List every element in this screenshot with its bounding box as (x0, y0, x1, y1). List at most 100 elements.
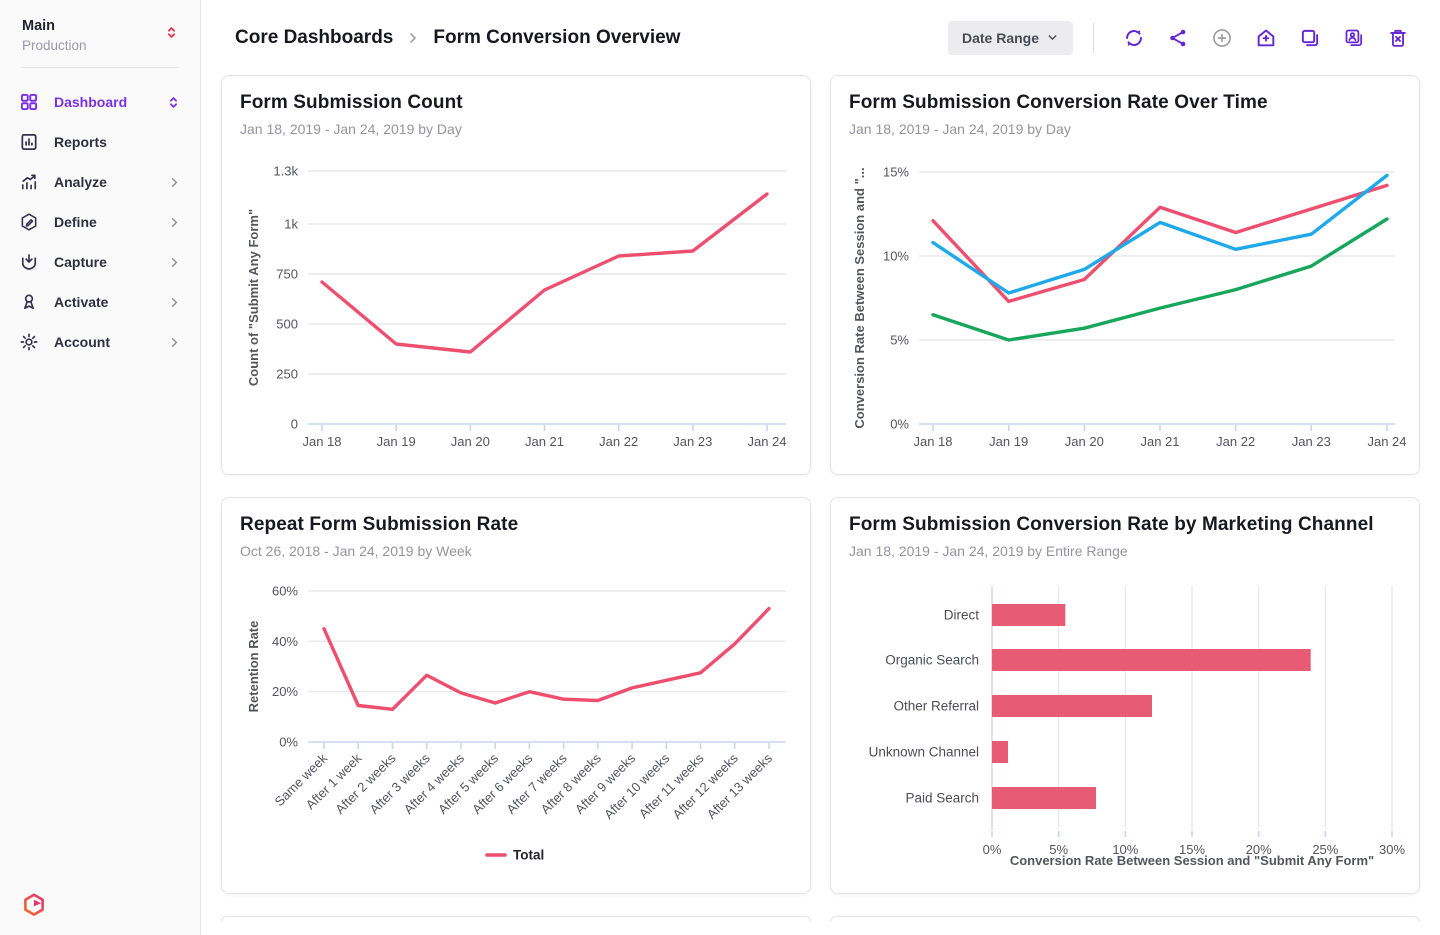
sidebar-nav: Dashboard Reports Analyze Define Capture… (0, 82, 200, 362)
svg-text:After 2 weeks: After 2 weeks (332, 750, 399, 817)
svg-text:After 10 weeks: After 10 weeks (601, 750, 673, 822)
sidebar-item-reports[interactable]: Reports (0, 122, 200, 162)
svg-text:After 5 weeks: After 5 weeks (435, 750, 502, 817)
svg-text:0%: 0% (279, 735, 298, 750)
workspace-info: Main Production (22, 18, 87, 53)
svg-text:Direct: Direct (944, 608, 980, 623)
svg-text:Jan 20: Jan 20 (1065, 434, 1104, 449)
plus-circle-icon[interactable] (1209, 25, 1235, 51)
svg-text:Retention Rate: Retention Rate (246, 621, 261, 713)
home-plus-icon[interactable] (1253, 25, 1279, 51)
svg-text:Jan 23: Jan 23 (673, 434, 712, 449)
card-repeat-form-submission-rate: Repeat Form Submission Rate Oct 26, 2018… (221, 497, 811, 894)
breadcrumb: Core Dashboards Form Conversion Overview (235, 27, 948, 49)
svg-text:20%: 20% (1246, 842, 1272, 857)
svg-text:Paid Search: Paid Search (905, 791, 979, 806)
svg-text:Other Referral: Other Referral (893, 699, 979, 714)
main-area: Core Dashboards Form Conversion Overview… (201, 0, 1440, 935)
svg-text:Jan 22: Jan 22 (1216, 434, 1255, 449)
header-actions: Date Range (947, 20, 1420, 55)
sidebar: Main Production Dashboard Reports Analyz… (0, 0, 201, 935)
workspace-switcher[interactable]: Main Production (0, 0, 200, 67)
workspace-name: Main (22, 18, 56, 34)
user-copy-icon[interactable] (1341, 25, 1367, 51)
sidebar-item-label: Dashboard (54, 94, 128, 110)
svg-text:After 9 weeks: After 9 weeks (572, 750, 639, 817)
svg-text:0%: 0% (983, 842, 1002, 857)
card-conversion-rate-by-channel: Form Submission Conversion Rate by Marke… (830, 497, 1420, 894)
sidebar-item-label: Capture (54, 254, 107, 270)
define-icon (18, 211, 40, 233)
svg-text:25%: 25% (1312, 842, 1338, 857)
breadcrumb-core-dashboards[interactable]: Core Dashboards (235, 26, 394, 48)
sidebar-item-account[interactable]: Account (0, 322, 200, 362)
sidebar-item-label: Define (54, 214, 97, 230)
svg-text:Conversion Rate Between Sessio: Conversion Rate Between Session and "Sub… (1010, 853, 1374, 868)
svg-text:After 1 week: After 1 week (303, 750, 365, 812)
chevron-right-icon (164, 295, 182, 310)
svg-text:After 6 weeks: After 6 weeks (469, 750, 536, 817)
date-range-button[interactable]: Date Range (947, 20, 1073, 55)
svg-text:250: 250 (276, 367, 298, 382)
card-title: Form Submission Conversion Rate by Marke… (849, 514, 1374, 535)
svg-text:750: 750 (276, 267, 298, 282)
svg-text:Conversion Rate Between Sessio: Conversion Rate Between Session and "... (852, 167, 867, 428)
refresh-icon[interactable] (1121, 25, 1147, 51)
svg-text:Total: Total (513, 848, 544, 863)
svg-text:After 8 weeks: After 8 weeks (538, 750, 605, 817)
card-form-submission-count: Form Submission Count Jan 18, 2019 - Jan… (221, 75, 811, 475)
breadcrumb-chevron-icon (405, 30, 421, 46)
card-partial (830, 916, 1420, 922)
analyze-icon (18, 171, 40, 193)
svg-text:40%: 40% (272, 634, 298, 649)
card-partial (221, 916, 811, 922)
card-conversion-rate-over-time: Form Submission Conversion Rate Over Tim… (830, 75, 1420, 475)
dashboard-board: Form Submission Count Jan 18, 2019 - Jan… (201, 75, 1440, 935)
svg-text:0%: 0% (890, 417, 909, 432)
sidebar-divider (22, 67, 178, 68)
sidebar-item-define[interactable]: Define (0, 202, 200, 242)
chevron-right-icon (164, 255, 182, 270)
card-subtitle: Jan 18, 2019 - Jan 24, 2019 by Day (240, 121, 462, 137)
chevron-down-icon (1048, 35, 1057, 40)
svg-text:Jan 19: Jan 19 (989, 434, 1028, 449)
svg-text:1k: 1k (284, 217, 298, 232)
report-icon (18, 131, 40, 153)
sidebar-item-label: Account (54, 334, 110, 350)
share-icon[interactable] (1165, 25, 1191, 51)
svg-text:10%: 10% (1112, 842, 1138, 857)
svg-text:15%: 15% (883, 165, 909, 180)
svg-text:0: 0 (291, 417, 298, 432)
svg-text:Unknown Channel: Unknown Channel (869, 745, 979, 760)
svg-text:15%: 15% (1179, 842, 1205, 857)
grid-icon (18, 91, 40, 113)
sidebar-item-activate[interactable]: Activate (0, 282, 200, 322)
svg-text:Jan 24: Jan 24 (747, 434, 786, 449)
svg-text:After 3 weeks: After 3 weeks (367, 750, 434, 817)
sidebar-item-capture[interactable]: Capture (0, 242, 200, 282)
svg-text:Same week: Same week (271, 750, 330, 809)
svg-text:Jan 22: Jan 22 (599, 434, 638, 449)
sidebar-item-dashboard[interactable]: Dashboard (0, 82, 200, 122)
workspace-sort-icon[interactable] (163, 24, 180, 46)
sidebar-item-analyze[interactable]: Analyze (0, 162, 200, 202)
heap-logo[interactable] (20, 891, 48, 921)
svg-text:5%: 5% (1049, 842, 1068, 857)
svg-text:Jan 24: Jan 24 (1367, 434, 1406, 449)
sidebar-item-label: Analyze (54, 174, 107, 190)
sort-icon[interactable] (164, 94, 182, 111)
account-icon (18, 331, 40, 353)
card-subtitle: Jan 18, 2019 - Jan 24, 2019 by Entire Ra… (849, 543, 1128, 559)
svg-text:After 4 weeks: After 4 weeks (401, 750, 468, 817)
card-subtitle: Oct 26, 2018 - Jan 24, 2019 by Week (240, 543, 472, 559)
page-title: Form Conversion Overview (433, 26, 681, 48)
svg-text:Jan 19: Jan 19 (377, 434, 416, 449)
trash-icon[interactable] (1385, 25, 1411, 51)
svg-text:10%: 10% (883, 249, 909, 264)
svg-text:20%: 20% (272, 684, 298, 699)
header-icon-group (1112, 25, 1420, 51)
duplicate-icon[interactable] (1297, 25, 1323, 51)
svg-text:1.3k: 1.3k (273, 164, 298, 179)
svg-text:Jan 23: Jan 23 (1292, 434, 1331, 449)
